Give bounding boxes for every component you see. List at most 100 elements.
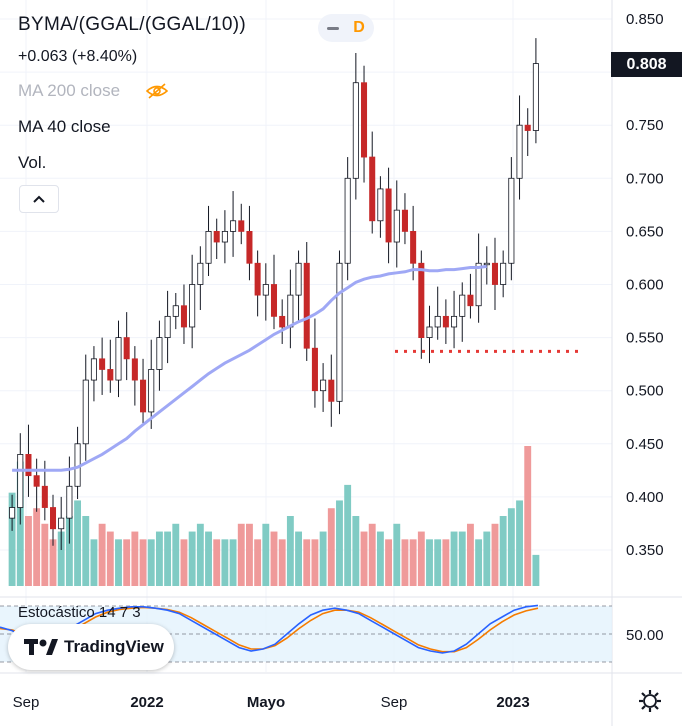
candle	[401, 209, 408, 232]
price-tick-label: 0.850	[626, 11, 664, 28]
gear-icon[interactable]	[637, 688, 663, 714]
candle	[123, 337, 130, 360]
volume-bar	[139, 539, 147, 586]
candle	[369, 156, 376, 222]
candle	[475, 262, 482, 307]
symbol-title[interactable]: BYMA/(GGAL/(GGAL/10))	[18, 14, 247, 35]
candle	[172, 305, 179, 317]
candle	[328, 379, 335, 402]
volume-bar	[376, 531, 384, 586]
volume-bar	[115, 539, 122, 586]
candle	[377, 188, 384, 222]
volume-bar	[213, 539, 221, 586]
volume-bar	[25, 516, 32, 586]
hidden-eye-icon[interactable]	[146, 82, 168, 100]
price-tick-label: 0.750	[626, 117, 664, 134]
candle	[467, 294, 474, 307]
volume-bar	[41, 523, 49, 586]
volume-bar	[368, 523, 376, 586]
volume-bar	[458, 531, 466, 586]
volume-bar	[434, 539, 442, 586]
volume-bar	[33, 508, 41, 586]
volume-bar	[237, 523, 245, 586]
ma200-legend[interactable]: MA 200 close	[18, 81, 121, 100]
candle	[25, 454, 32, 477]
price-tick-label: 0.600	[626, 277, 664, 294]
volume-bar	[475, 539, 483, 586]
candle	[344, 177, 351, 264]
candle	[33, 475, 40, 487]
volume-bar	[57, 531, 65, 586]
volume-bar	[278, 539, 286, 586]
interval-badge[interactable]: D	[318, 14, 374, 42]
ma40-legend[interactable]: MA 40 close	[18, 117, 111, 136]
candle	[82, 379, 89, 445]
candle	[524, 124, 531, 131]
ma40-line	[12, 264, 487, 472]
volume-bar	[221, 539, 229, 586]
tradingview-logo[interactable]: TradingView	[8, 624, 174, 670]
candle	[189, 284, 196, 328]
candle	[9, 507, 16, 519]
volume-bar	[49, 539, 57, 586]
collapse-legend-button[interactable]	[19, 185, 59, 213]
volume-bar	[147, 539, 155, 586]
volume-bar	[131, 531, 139, 586]
volume-bar	[385, 539, 393, 586]
candle	[66, 485, 73, 519]
time-axis[interactable]: Sep 2022 Mayo Sep 2023	[13, 694, 530, 711]
candle	[442, 315, 449, 328]
volume-bar	[360, 531, 368, 586]
candle	[393, 209, 400, 243]
price-axis[interactable]: 0.8500.8000.7500.7000.6500.6000.5500.500…	[626, 11, 664, 559]
candle	[90, 358, 97, 381]
candle	[500, 262, 507, 285]
candle	[17, 454, 24, 508]
volume-bar	[311, 539, 319, 586]
volume-bar	[82, 516, 90, 586]
minus-icon	[327, 27, 339, 30]
volume-bar	[8, 492, 16, 586]
candle	[262, 284, 269, 296]
price-tick-label: 0.450	[626, 436, 664, 453]
candle	[516, 124, 523, 179]
candle	[221, 230, 228, 243]
candle	[41, 485, 48, 508]
candle	[140, 379, 147, 413]
volume-bar	[286, 516, 294, 586]
volume-bar	[172, 523, 180, 586]
price-tick-label: 0.500	[626, 383, 664, 400]
volume-bar	[262, 523, 270, 586]
volume-bar	[344, 484, 352, 586]
volume-bar	[417, 531, 425, 586]
candle	[148, 369, 155, 413]
volume-bar	[246, 523, 253, 586]
candle	[295, 262, 302, 296]
volume-bar	[295, 531, 302, 586]
candle	[410, 230, 417, 264]
candle	[107, 369, 114, 381]
stochastic-k-line	[0, 604, 539, 654]
price-tick-label: 0.550	[626, 330, 664, 347]
tradingview-text: TradingView	[64, 637, 164, 656]
volume-legend[interactable]: Vol.	[18, 153, 47, 172]
volume-bar	[180, 539, 188, 586]
volume-bar	[336, 500, 343, 586]
stochastic-legend[interactable]: Estocástico 14 7 3	[18, 604, 141, 621]
candle	[279, 315, 286, 328]
candle	[336, 262, 343, 402]
volume-bar	[98, 523, 106, 586]
volume-bars	[8, 446, 540, 586]
candle	[508, 177, 515, 264]
candle	[491, 262, 499, 285]
volume-bar	[65, 516, 73, 586]
volume-bar	[393, 523, 401, 586]
candle	[311, 347, 318, 392]
chevron-up-icon	[33, 195, 45, 203]
price-change: +0.063 (+8.40%)	[18, 48, 138, 65]
candle	[361, 82, 368, 158]
time-tick-label: Sep	[381, 694, 408, 711]
candles	[9, 38, 539, 550]
time-tick-label: 2023	[496, 694, 529, 711]
volume-bar	[123, 539, 131, 586]
